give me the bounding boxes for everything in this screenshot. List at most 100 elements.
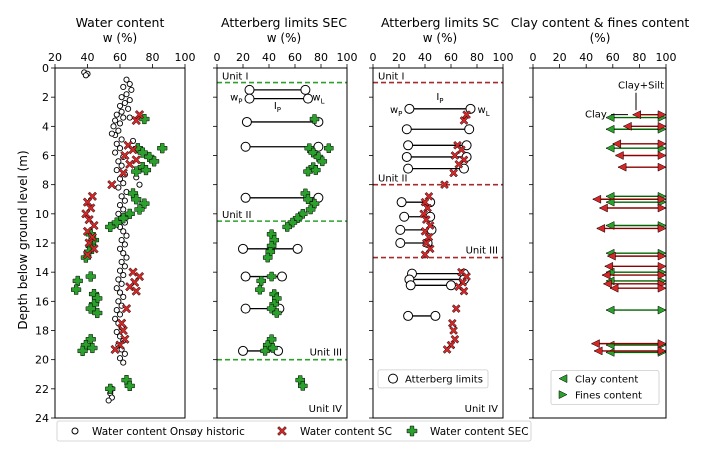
sc-x-shape [440,180,449,190]
historic-point [118,193,125,200]
clay-arrow [596,224,667,233]
wp-point [404,103,415,114]
x-tick-label: 60 [606,51,620,64]
historic-point [121,263,128,270]
x-tick-label: 100 [337,51,358,64]
historic-point [115,127,122,134]
wp-label: wP [390,105,402,118]
sec-plus-shape [72,275,83,286]
sec-plus-marker [124,208,135,219]
sc-x-marker [118,325,128,336]
y-tick-label: 8 [42,179,49,192]
arrow-head-left [622,121,632,131]
sc-x-marker [131,115,141,126]
sc-x-marker [131,286,141,296]
sc-x-shape [110,344,120,355]
sec-plus-shape [298,209,308,219]
arrow-head-left [605,143,615,153]
arrow-head-left [593,346,603,356]
wl-point [446,280,456,291]
historic-point [115,298,122,305]
sc-x-marker [449,168,458,178]
sc-x-shape [131,155,141,165]
historic-point [116,267,124,274]
sc-x-shape [120,150,130,161]
sc-x-shape [107,180,117,190]
wp-point [240,192,251,203]
historic-point [116,289,124,296]
sec-plus-marker [92,307,103,319]
clay-arrow [609,283,667,293]
historic-point [108,130,115,137]
historic-point [115,184,122,191]
x-tick-label: 40 [262,51,276,64]
sc-x-marker [440,180,449,190]
sec-plus-shape [139,198,150,209]
arrow-head-left [606,251,616,261]
sc-x-shape [277,426,287,436]
sec-plus-shape [118,213,129,224]
sec-plus-marker [105,221,116,233]
historic-point [113,307,120,314]
x-tick-label: 0 [530,51,537,64]
sec-plus-marker [298,381,308,391]
historic-point [120,83,127,91]
sc-x-shape [134,110,145,120]
sec-plus-marker [134,204,145,215]
sec-plus-shape [131,194,142,205]
arrow-head-right [657,151,667,160]
historic-point [118,258,125,266]
historic-point [120,250,127,257]
legend-label-sec: Water content SEC [430,426,529,438]
sec-plus-marker [124,380,135,391]
panel-title: Clay content & fines content [511,15,690,30]
clay-legend-marker [558,374,568,384]
panel-frame [216,67,348,419]
sec-plus-marker [282,222,292,232]
bottom-legend: Water content Onsøy historic Water conte… [56,420,532,442]
arrow-head-left [598,203,608,213]
wp-point [399,211,410,222]
historic-point [112,315,119,322]
sec-plus-marker [298,209,308,219]
arrow-head-left [592,194,602,204]
panel-xlabel: (%) [590,31,611,45]
sec-plus-shape [256,276,266,286]
historic-point [116,102,124,109]
sc-plot-area: 0 20 40 60 80 100 Unit I Unit II Unit III Unit IV… [369,51,514,419]
x-tick-label: 20 [553,51,567,64]
sec-plus-shape [71,284,82,295]
sc-x-shape [121,303,132,314]
historic-point [121,350,128,357]
clay-plot-area: 0 20 40 60 80 100 Clay+Silt Clay Clay content Fin… [529,51,677,419]
wp-point [401,151,412,162]
annotation-clay-silt: Clay+Silt [618,80,664,91]
sec-plus-shape [262,252,273,263]
historic-point [120,180,127,187]
arrow-head-left [605,197,615,207]
sec-plus-marker [87,342,98,354]
sec-plus-marker [157,143,168,154]
y-tick-label: 14 [35,266,49,279]
historic-point [120,228,127,235]
arrow-head-left [617,162,627,172]
panel-water-content: Water content w (%) 20 40 60 80 100024681012… [35,15,196,425]
sec-plus-shape [305,204,316,215]
sec-plus-shape [292,213,303,223]
x-tick-label: 20 [48,51,62,64]
sc-x-shape [449,326,458,335]
historic-point [116,145,124,152]
sc-x-marker [450,151,460,160]
sc-x-marker [449,326,458,335]
arrow-head-left [614,151,624,160]
x-tick-label: 100 [175,51,196,64]
legend-label-historic: Water content Onsøy historic [92,426,245,438]
x-tick-label: 20 [392,51,406,64]
sc-x-marker [420,197,430,207]
ip-label: IP [274,101,281,114]
clay-arrow [612,139,667,149]
sec-plus-marker [131,194,142,205]
sec-plus-marker [92,293,103,304]
arrow-head-left [605,191,615,201]
sc-x-marker [125,282,135,292]
